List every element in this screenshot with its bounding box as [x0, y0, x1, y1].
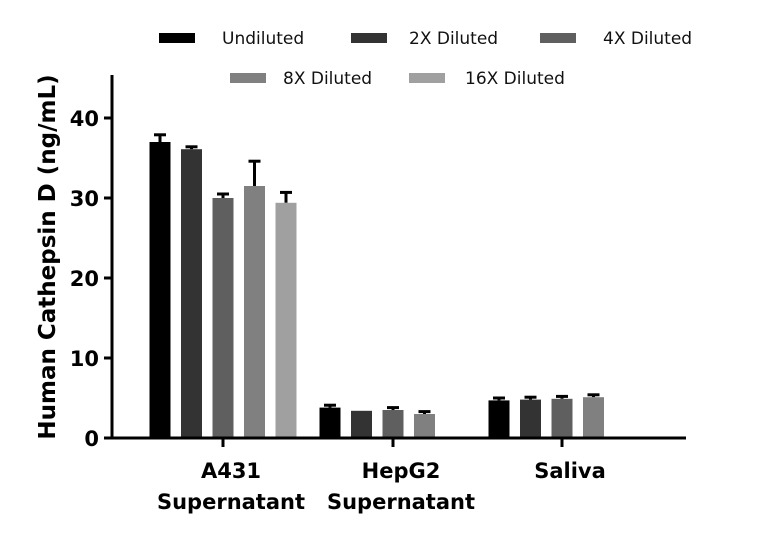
legend-item: Undiluted	[159, 29, 304, 49]
bar	[488, 396, 510, 438]
axes: 0 10 20 30 40 A431 Supernatant HepG2 Supernatant…	[70, 75, 686, 514]
legend-item: 8X Diluted	[230, 69, 372, 89]
y-tick-label: 40	[70, 107, 99, 131]
legend-label: Undiluted	[222, 29, 304, 49]
legend: Undiluted 2X Diluted 4X Diluted 8X Diluted 1…	[159, 29, 692, 89]
legend-label: 4X Diluted	[603, 29, 692, 49]
legend-swatch	[409, 73, 445, 83]
bar-rect	[275, 202, 297, 438]
bars	[149, 133, 604, 438]
legend-label: 8X Diluted	[283, 69, 372, 89]
legend-swatch	[351, 33, 387, 43]
bar-rect	[351, 410, 372, 438]
bar-rect	[244, 186, 265, 438]
x-category-label: Supernatant	[327, 490, 475, 514]
bar	[520, 395, 541, 438]
y-tick-label: 10	[70, 347, 99, 371]
legend-label: 16X Diluted	[465, 69, 565, 89]
y-tick-label: 0	[84, 427, 99, 451]
bar-rect	[414, 414, 435, 438]
bar-rect	[319, 407, 341, 438]
bar-rect	[488, 400, 510, 438]
bar-rect	[551, 398, 573, 438]
bar	[351, 410, 372, 438]
y-tick-label: 30	[70, 187, 99, 211]
bar	[181, 145, 202, 438]
legend-swatch	[159, 33, 195, 43]
bar-rect	[149, 142, 171, 438]
bar-rect	[382, 410, 404, 438]
legend-item: 16X Diluted	[409, 69, 565, 89]
legend-item: 4X Diluted	[540, 29, 692, 49]
bar-rect	[181, 149, 202, 438]
legend-label: 2X Diluted	[409, 29, 498, 49]
legend-item: 2X Diluted	[351, 29, 498, 49]
bar	[551, 394, 573, 438]
bar	[583, 393, 604, 438]
bar	[244, 159, 265, 438]
bar	[212, 192, 234, 438]
x-category-label: A431	[201, 459, 261, 483]
x-category-label: Saliva	[534, 459, 606, 483]
bar-rect	[520, 399, 541, 438]
x-category-label: HepG2	[362, 459, 441, 483]
y-tick-label: 20	[70, 267, 99, 291]
bar-rect	[212, 198, 234, 438]
legend-swatch	[230, 73, 266, 83]
bar	[319, 403, 341, 438]
bar	[414, 410, 435, 438]
legend-swatch	[540, 33, 576, 43]
y-axis-label: Human Cathepsin D (ng/mL)	[35, 74, 61, 439]
bar	[149, 133, 171, 438]
x-category-label: Supernatant	[157, 490, 305, 514]
bar	[275, 190, 297, 438]
bar-rect	[583, 397, 604, 438]
bar	[382, 406, 404, 438]
